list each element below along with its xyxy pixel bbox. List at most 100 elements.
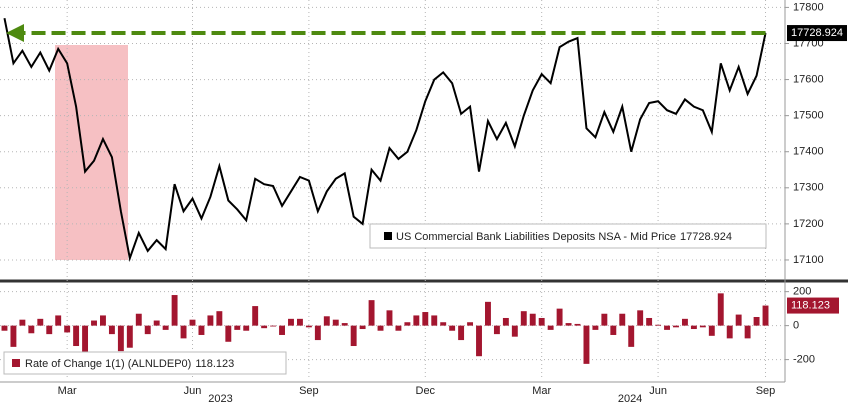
bar (189, 319, 196, 326)
bar (440, 322, 447, 326)
bar (323, 316, 330, 326)
highlight-region (55, 45, 128, 260)
bar (296, 318, 303, 326)
bar (100, 315, 106, 326)
bar (332, 319, 339, 326)
bar (735, 314, 742, 326)
legend-icon (384, 232, 392, 240)
bar (726, 325, 733, 339)
bar (422, 312, 429, 326)
bar (198, 325, 205, 335)
bar (341, 323, 348, 326)
y-tick-label: 17500 (793, 110, 824, 122)
bar (744, 325, 751, 339)
line (3, 18, 767, 262)
bar (485, 301, 491, 326)
y-tick-label: 17400 (793, 146, 824, 158)
y-tick-label: 0 (793, 320, 799, 332)
x-tick-label: Jun (649, 385, 667, 397)
bar (368, 300, 375, 326)
legend-box (369, 223, 767, 249)
x-tick-label: Mar (532, 385, 551, 397)
bar (476, 325, 482, 357)
bar (252, 306, 259, 326)
bar (762, 305, 769, 326)
bar (144, 325, 151, 335)
bar (529, 313, 536, 326)
bar (288, 318, 294, 326)
bar (547, 325, 554, 330)
bar (234, 325, 241, 330)
bar (225, 325, 232, 342)
arrow-head (6, 24, 24, 43)
y-tick-label: 17300 (793, 182, 824, 194)
last-value-box (787, 25, 847, 42)
bar (180, 325, 187, 339)
x-tick-label: Mar (58, 385, 77, 397)
y-tick-label: 17600 (793, 73, 824, 85)
bar (413, 315, 420, 326)
bar (458, 325, 465, 341)
bar (664, 325, 670, 330)
bar (261, 325, 268, 329)
bar (10, 325, 17, 347)
legend-text: US Commercial Bank Liabilities Deposits … (396, 231, 732, 243)
bar (270, 325, 277, 327)
bar (753, 316, 760, 326)
y-tick-label: 17100 (793, 254, 824, 266)
bar (699, 325, 706, 328)
bar (305, 325, 312, 328)
bar (350, 325, 357, 347)
bar (216, 311, 223, 326)
bar (655, 324, 662, 326)
bar (108, 325, 115, 335)
bar (601, 313, 608, 326)
bar (359, 325, 366, 330)
legend-label: Rate of Change 1(1) (ALNLDEP0) (25, 358, 191, 370)
bar (279, 325, 285, 335)
bar (386, 310, 393, 326)
bar (153, 320, 160, 326)
y-tick-label: 17800 (793, 1, 824, 13)
legend-text: Rate of Change 1(1) (ALNLDEP0) 118.123 (25, 358, 234, 370)
bar (126, 325, 133, 348)
x-year-label: 2023 (208, 393, 232, 405)
bar (493, 325, 500, 335)
bar (449, 325, 456, 331)
last-value-label: 118.123 (791, 299, 830, 311)
bar (690, 325, 697, 330)
bar (314, 325, 321, 341)
legend-icon (12, 359, 20, 367)
bar (511, 325, 518, 337)
bar (520, 311, 527, 326)
y-tick-label: 200 (793, 286, 811, 298)
bar (37, 318, 44, 326)
legend-value: 118.123 (195, 358, 234, 370)
bar (538, 317, 545, 326)
bar (162, 325, 169, 330)
bar (717, 293, 724, 326)
bar (28, 325, 35, 334)
bar (207, 315, 214, 326)
bar (243, 325, 250, 331)
bar (46, 325, 53, 335)
bar (673, 325, 679, 328)
bar (117, 325, 124, 352)
bar (619, 313, 626, 326)
bar (556, 308, 563, 326)
y-tick-label: 17200 (793, 218, 824, 230)
last-value-box (787, 297, 839, 314)
last-value-label: 17728.924 (791, 27, 843, 39)
bar (502, 317, 509, 326)
y-tick-label: -200 (793, 354, 815, 366)
bar (565, 323, 572, 326)
legend: Rate of Change 1(1) (ALNLDEP0) 118.123 (3, 351, 287, 375)
bar (574, 323, 581, 326)
bar (377, 325, 384, 331)
bar (467, 322, 474, 326)
x-tick-label: Dec (416, 385, 436, 397)
bar (610, 325, 617, 335)
bar (82, 325, 89, 357)
